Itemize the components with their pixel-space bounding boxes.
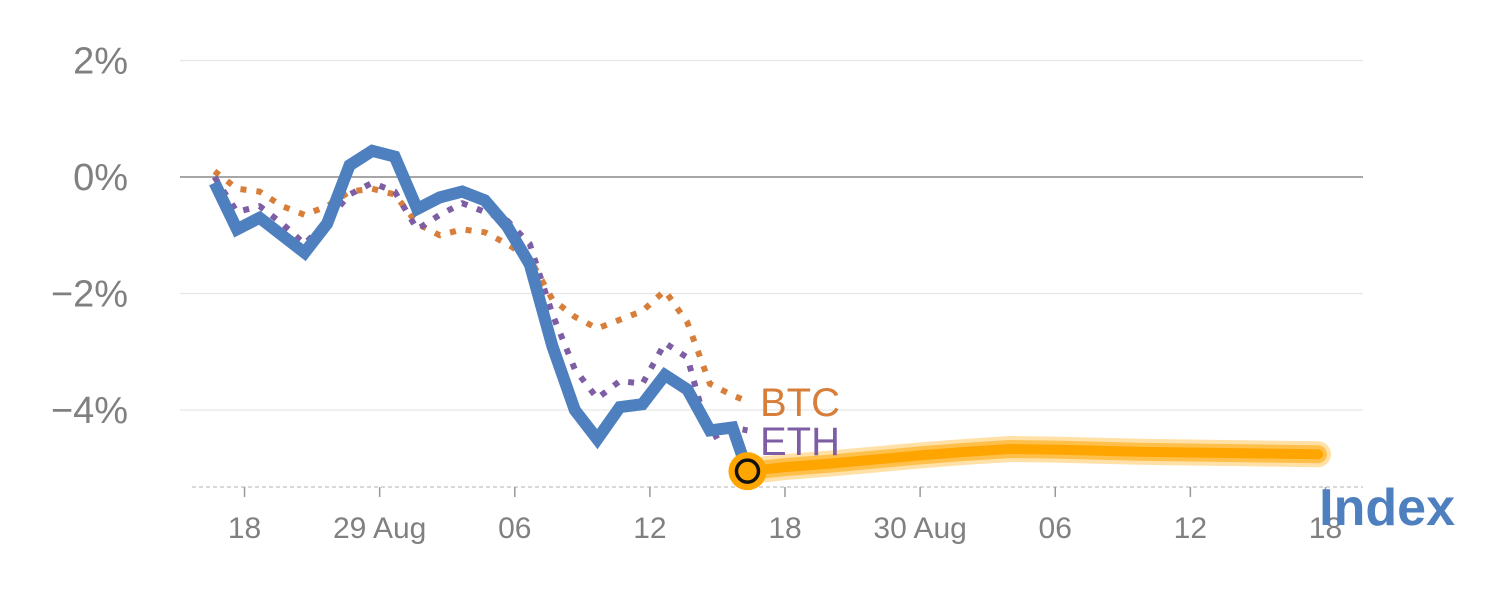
- x-tick-label: 06: [1039, 512, 1072, 545]
- x-tick-label: 18: [1309, 512, 1342, 545]
- x-tick-label: 12: [1174, 512, 1207, 545]
- btc-series-label: BTC: [760, 381, 840, 425]
- forecast-band-layer: [734, 436, 1331, 485]
- eth-line: [211, 175, 749, 443]
- x-tick-label: 12: [633, 512, 666, 545]
- index-series-label: Index: [1319, 479, 1455, 537]
- eth-series-label: ETH: [760, 420, 840, 464]
- forecast-line: [742, 444, 1323, 477]
- btc-line: [212, 168, 749, 405]
- axes: 2% 0% −2% −4% 18 29 Aug 06 12 18 30 Aug 06 12 18: [51, 41, 1363, 545]
- gridlines: [180, 59, 1363, 411]
- x-tick-label: 30 Aug: [873, 512, 966, 545]
- x-tick-label: 06: [498, 512, 531, 545]
- y-tick-label: −2%: [51, 274, 128, 316]
- y-tick-label: 2%: [73, 41, 128, 83]
- index-line: [209, 144, 754, 474]
- y-tick-label: 0%: [73, 157, 128, 199]
- current-point-marker: [734, 458, 761, 484]
- y-tick-label: −4%: [51, 390, 128, 432]
- series-lines-layer: [209, 144, 767, 491]
- x-tick-label: 29 Aug: [333, 512, 426, 545]
- x-tick-label: 18: [228, 512, 261, 545]
- x-tick-label: 18: [768, 512, 801, 545]
